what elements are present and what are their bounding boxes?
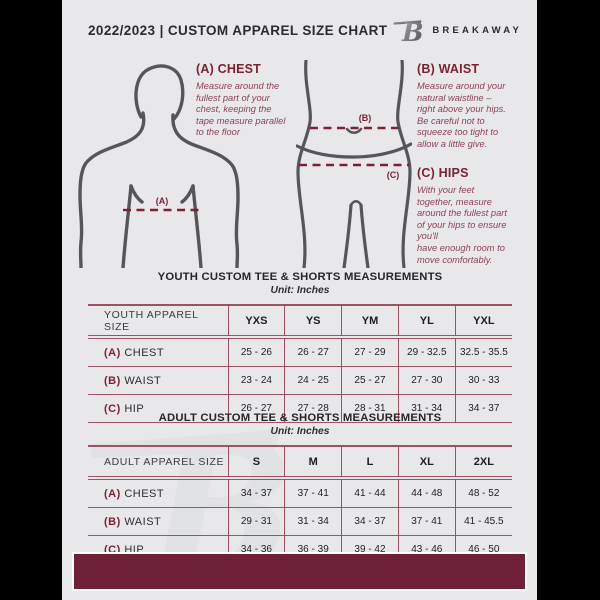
size-column-header: YXS <box>227 304 285 339</box>
row-label-prefix: (A) <box>104 346 121 359</box>
table-row: (B) WAIST 29 - 31 31 - 34 34 - 37 37 - 41 41 … <box>88 507 512 536</box>
row-label: (A) CHEST <box>88 478 228 508</box>
measurement-cell: 31 - 34 <box>284 507 342 536</box>
row-label: (B) WAIST <box>88 507 228 536</box>
size-column-header: 2XL <box>454 445 512 480</box>
size-column-header: XL <box>397 445 456 480</box>
table-row: (A) CHEST 25 - 26 26 - 27 27 - 29 29 - 32.5 3… <box>88 337 512 367</box>
head-outline <box>134 64 185 121</box>
table-row: (C) HIP 26 - 27 27 - 28 28 - 31 31 - 34 34 - … <box>88 394 512 423</box>
size-column-header: YM <box>341 304 399 339</box>
measurement-cell: 34 - 37 <box>341 507 399 536</box>
measurement-cell: 26 - 27 <box>227 394 285 423</box>
measurement-cell: 29 - 31 <box>227 507 285 536</box>
chest-heading: (A) CHEST <box>196 62 261 76</box>
left-armpit-crease <box>129 184 144 204</box>
brand-logo-group: B BREAKAWAY <box>391 15 522 45</box>
waist-instructions: Measure around your natural waistline – … <box>417 81 506 149</box>
right-side-outline <box>396 60 412 268</box>
measurement-cell: 32.5 - 35.5 <box>454 337 512 367</box>
measurement-cell: 37 - 41 <box>284 478 342 508</box>
size-column-header: S <box>227 445 285 480</box>
hips-instructions: With your feet together, measure around … <box>417 185 507 265</box>
brand-name: BREAKAWAY <box>432 24 522 36</box>
right-inner-leg-line <box>359 203 370 268</box>
right-shoulder-arm-outline <box>171 113 240 268</box>
measurement-cell: 26 - 27 <box>284 337 342 367</box>
footer-accent-bar <box>72 552 527 591</box>
chest-line-label: (A) <box>156 196 169 206</box>
measurement-cell: 27 - 29 <box>341 337 399 367</box>
breakaway-logo-icon: B <box>393 18 424 45</box>
left-shoulder-arm-outline <box>78 111 146 268</box>
measurement-cell: 31 - 34 <box>397 394 456 423</box>
size-column-header: YXL <box>454 304 512 339</box>
measurement-cell: 41 - 45.5 <box>454 507 512 536</box>
size-column-header: YS <box>284 304 342 339</box>
waist-line-label: (B) <box>359 113 372 123</box>
waist-heading: (B) WAIST <box>417 62 480 76</box>
table-header-row: ADULT APPAREL SIZE S M L XL 2XL <box>88 445 512 480</box>
size-column-header: L <box>341 445 399 480</box>
right-inner-arm-line <box>191 184 203 268</box>
logo-letter: B <box>401 18 424 45</box>
table-header-row: YOUTH APPAREL SIZE YXS YS YM YL YXL <box>88 304 512 339</box>
measurement-cell: 29 - 32.5 <box>397 337 456 367</box>
upper-body-figure: (A) <box>78 64 240 268</box>
table-row: (A) CHEST 34 - 37 37 - 41 41 - 44 44 - 48 48 … <box>88 478 512 508</box>
measurement-cell: 23 - 24 <box>227 366 285 395</box>
size-chart-page: 2022/2023 | CUSTOM APPAREL SIZE CHART B … <box>62 0 537 600</box>
adult-size-table: ADULT APPAREL SIZE S M L XL 2XL (A) CHEST 34 - … <box>88 445 512 564</box>
measurement-cell: 25 - 27 <box>341 366 399 395</box>
measurement-cell: 28 - 31 <box>341 394 399 423</box>
hips-heading: (C) HIPS <box>417 166 469 180</box>
right-armpit-crease <box>180 184 195 204</box>
navel-mark <box>345 127 363 135</box>
measurement-cell: 48 - 52 <box>454 478 512 508</box>
inseam-top-curve <box>349 200 363 207</box>
table-corner-header: ADULT APPAREL SIZE <box>88 445 228 480</box>
chest-instructions: Measure around the fullest part of your … <box>196 81 286 138</box>
hip-curve-line <box>296 142 412 159</box>
measurement-cell: 30 - 33 <box>454 366 512 395</box>
measurement-cell: 25 - 26 <box>227 337 285 367</box>
youth-size-table: YOUTH APPAREL SIZE YXS YS YM YL YXL (A) CHEST 2… <box>88 304 512 423</box>
row-label-prefix: (B) <box>104 374 121 387</box>
left-side-outline <box>296 60 312 268</box>
youth-table-unit: Unit: Inches <box>270 285 330 296</box>
youth-table-section: YOUTH CUSTOM TEE & SHORTS MEASUREMENTS U… <box>88 271 512 423</box>
measurement-cell: 44 - 48 <box>397 478 456 508</box>
row-label: (B) WAIST <box>88 366 228 395</box>
row-label-prefix: (A) <box>104 487 121 500</box>
size-column-header: YL <box>397 304 456 339</box>
measurement-cell: 34 - 37 <box>227 478 285 508</box>
left-inner-leg-line <box>342 203 353 268</box>
measurement-cell: 34 - 37 <box>454 394 512 423</box>
measurement-cell: 41 - 44 <box>341 478 399 508</box>
lower-body-figure: (B) (C) <box>296 60 412 268</box>
measurement-cell: 37 - 41 <box>397 507 456 536</box>
row-label: (C) HIP <box>88 394 228 423</box>
measurement-cell: 27 - 30 <box>397 366 456 395</box>
adult-table-unit: Unit: Inches <box>270 426 330 437</box>
youth-table-title: YOUTH CUSTOM TEE & SHORTS MEASUREMENTS <box>157 271 443 283</box>
row-label-prefix: (C) <box>104 402 121 415</box>
table-corner-header: YOUTH APPAREL SIZE <box>88 304 228 339</box>
row-label-prefix: (B) <box>104 515 121 528</box>
left-inner-arm-line <box>121 184 133 268</box>
measurement-cell: 27 - 28 <box>284 394 342 423</box>
size-column-header: M <box>284 445 342 480</box>
hips-line-label: (C) <box>387 170 400 180</box>
measurement-cell: 24 - 25 <box>284 366 342 395</box>
adult-table-title: ADULT CUSTOM TEE & SHORTS MEASUREMENTS <box>158 412 442 424</box>
row-label: (A) CHEST <box>88 337 228 367</box>
adult-table-section: ADULT CUSTOM TEE & SHORTS MEASUREMENTS U… <box>88 412 512 564</box>
table-row: (B) WAIST 23 - 24 24 - 25 25 - 27 27 - 30 30 … <box>88 366 512 395</box>
page-title: 2022/2023 | CUSTOM APPAREL SIZE CHART <box>88 23 388 38</box>
